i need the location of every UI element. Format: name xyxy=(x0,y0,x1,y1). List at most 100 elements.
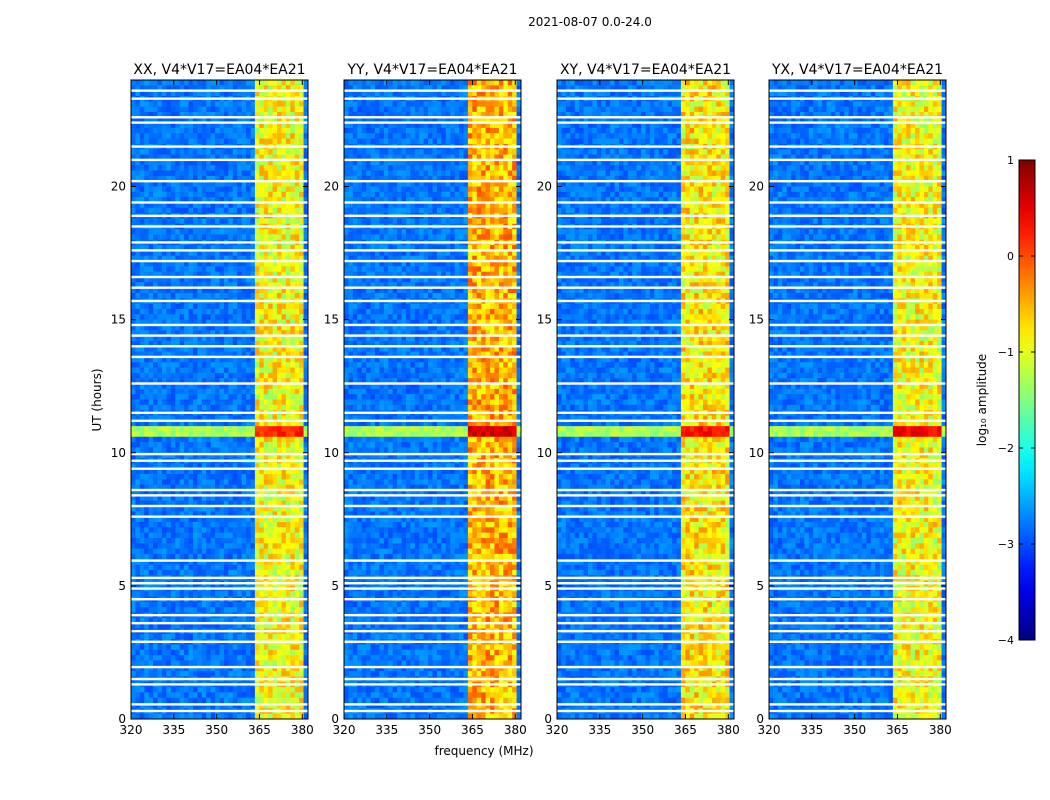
heatmap-cell xyxy=(285,447,291,454)
heatmap-cell xyxy=(201,378,207,385)
heatmap-cell xyxy=(228,431,234,438)
heatmap-cell xyxy=(179,671,185,677)
heatmap-cell xyxy=(215,340,220,347)
heatmap-cell xyxy=(254,181,260,188)
heatmap-cell xyxy=(184,197,190,203)
heatmap-cell xyxy=(144,111,150,118)
heatmap-cell xyxy=(290,687,296,693)
heatmap-cell xyxy=(294,644,300,651)
heatmap-cell xyxy=(241,85,247,92)
heatmap-cell xyxy=(259,521,265,528)
heatmap-cell xyxy=(210,207,216,214)
heatmap-cell xyxy=(299,314,305,321)
heatmap-cell xyxy=(175,165,181,172)
heatmap-cell xyxy=(263,340,269,347)
heatmap-cell xyxy=(237,474,243,480)
heatmap-cell xyxy=(290,175,296,182)
heatmap-cell xyxy=(246,426,251,432)
heatmap-cell xyxy=(268,692,274,699)
heatmap-cell xyxy=(259,186,265,193)
heatmap-cell xyxy=(170,543,176,550)
heatmap-cell xyxy=(237,548,243,555)
heatmap-cell xyxy=(281,250,287,257)
heatmap-cell xyxy=(299,207,305,214)
heatmap-cell xyxy=(268,319,274,326)
heatmap-cell xyxy=(192,442,198,448)
heatmap-cell xyxy=(281,660,287,667)
heatmap-cell xyxy=(294,138,300,145)
heatmap-cell xyxy=(170,553,176,560)
heatmap-cell xyxy=(201,229,207,235)
heatmap-cell xyxy=(148,372,154,379)
heatmap-cell xyxy=(139,101,145,108)
heatmap-cell xyxy=(166,601,172,608)
heatmap-cell xyxy=(215,266,220,273)
heatmap-cell xyxy=(188,633,194,640)
heatmap-cell xyxy=(179,282,185,289)
heatmap-cell xyxy=(184,170,190,177)
heatmap-cell xyxy=(135,404,141,411)
heatmap-cell xyxy=(303,101,309,108)
heatmap-cell xyxy=(184,543,190,550)
heatmap-cell xyxy=(294,362,300,369)
heatmap-cell xyxy=(197,191,203,198)
heatmap-cell xyxy=(299,388,305,395)
heatmap-cell xyxy=(166,692,172,699)
heatmap-cell xyxy=(215,601,220,608)
heatmap-cell xyxy=(135,250,141,257)
heatmap-cell xyxy=(179,655,185,661)
heatmap-cell xyxy=(272,277,278,283)
heatmap-cell xyxy=(290,404,296,411)
heatmap-cell xyxy=(223,122,229,129)
heatmap-cell xyxy=(263,181,269,188)
heatmap-cell xyxy=(250,133,256,140)
heatmap-cell xyxy=(299,303,305,310)
heatmap-cell xyxy=(294,80,300,86)
heatmap-cell xyxy=(188,101,194,108)
heatmap-cell xyxy=(135,660,141,667)
heatmap-cell xyxy=(246,415,251,422)
heatmap-cell xyxy=(206,101,212,108)
heatmap-cell xyxy=(237,692,243,699)
heatmap-cell xyxy=(184,266,190,273)
heatmap-cell xyxy=(277,633,282,640)
heatmap-cell xyxy=(250,245,256,251)
heatmap-cell xyxy=(290,308,296,315)
heatmap-cell xyxy=(197,351,203,358)
heatmap-cell xyxy=(277,687,282,693)
heatmap-cell xyxy=(237,660,243,667)
heatmap-cell xyxy=(153,527,159,534)
heatmap-cell xyxy=(241,601,247,608)
heatmap-cell xyxy=(144,261,150,267)
heatmap-cell xyxy=(201,591,207,598)
heatmap-cell xyxy=(148,330,154,337)
heatmap-cell xyxy=(161,271,167,278)
heatmap-cell xyxy=(201,351,207,358)
heatmap-cell xyxy=(139,80,145,86)
heatmap-cell xyxy=(153,122,159,129)
heatmap-cell xyxy=(254,111,260,118)
heatmap-cell xyxy=(201,324,207,331)
heatmap-cell xyxy=(188,687,194,693)
heatmap-cell xyxy=(153,671,159,677)
heatmap-cell xyxy=(237,367,243,374)
flagged-row xyxy=(131,241,308,244)
heatmap-cell xyxy=(166,106,172,113)
heatmap-cell xyxy=(285,138,291,145)
heatmap-cell xyxy=(192,133,198,140)
heatmap-cell xyxy=(139,537,145,544)
flagged-row xyxy=(131,683,308,686)
heatmap-cell xyxy=(294,372,300,379)
heatmap-cell xyxy=(250,314,256,321)
heatmap-cell xyxy=(179,303,185,310)
heatmap-cell xyxy=(299,436,305,443)
heatmap-cell xyxy=(206,80,212,86)
heatmap-cell xyxy=(223,101,229,108)
heatmap-cell xyxy=(268,245,274,251)
heatmap-cell xyxy=(232,340,238,347)
heatmap-cell xyxy=(228,383,234,390)
heatmap-cell xyxy=(259,346,265,353)
heatmap-cell xyxy=(170,569,176,576)
heatmap-cell xyxy=(285,340,291,347)
heatmap-cell xyxy=(148,564,154,571)
